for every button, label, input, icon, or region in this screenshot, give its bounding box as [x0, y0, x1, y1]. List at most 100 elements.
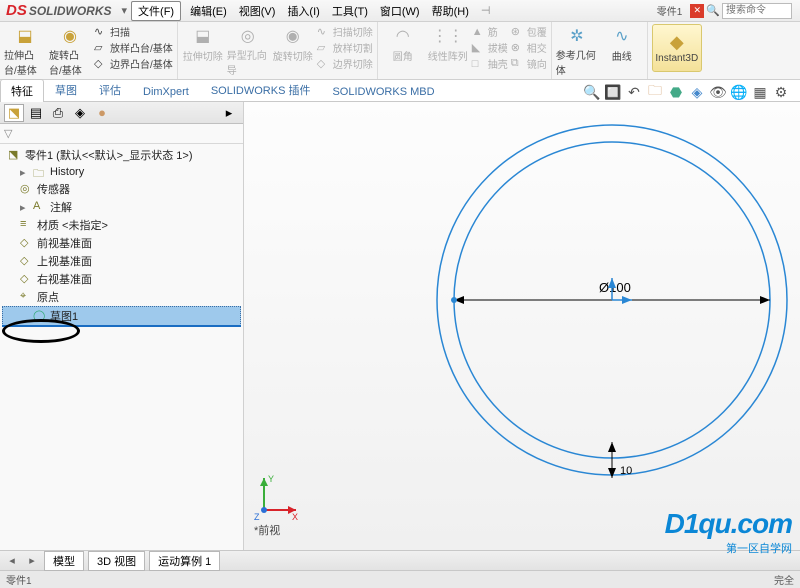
plane-icon: ◇: [20, 236, 34, 250]
sweep-loft-group: ∿扫描 ▱放样凸台/基体 ◇边界凸台/基体: [94, 24, 173, 77]
loft-icon: ▱: [94, 41, 108, 55]
tab-scroll-right-icon[interactable]: ▸: [24, 554, 40, 567]
hole-wizard-button: ◎ 异型孔向导: [227, 24, 269, 77]
instant3d-button[interactable]: ◆ Instant3D: [652, 24, 702, 72]
menu-file[interactable]: 文件(F): [131, 1, 181, 21]
logo-text: SOLIDWORKS: [29, 4, 112, 18]
boundary-button[interactable]: ◇边界凸台/基体: [94, 56, 173, 71]
expand-icon[interactable]: ▸: [20, 166, 30, 179]
sweep-icon: ∿: [94, 25, 108, 39]
cut-extrude-icon: ⬓: [191, 24, 215, 48]
prev-view-icon[interactable]: ↶: [625, 83, 643, 101]
sweep-cut-button: ∿扫描切除: [317, 24, 373, 39]
config-tab-icon[interactable]: ⎙: [48, 104, 68, 122]
loft-button[interactable]: ▱放样凸台/基体: [94, 40, 173, 55]
zoom-fit-icon[interactable]: 🔍: [583, 83, 601, 101]
loft-cut-button: ▱放样切割: [317, 40, 373, 55]
pattern-button: ⋮⋮线性阵列: [427, 24, 469, 77]
svg-text:Y: Y: [268, 474, 274, 484]
hide-show-icon[interactable]: 👁: [709, 83, 727, 101]
view-triad: Y X Z: [254, 470, 304, 520]
tree-origin[interactable]: ⌖原点: [2, 288, 241, 306]
tab-sketch[interactable]: 草图: [44, 78, 88, 101]
scene-icon[interactable]: ▦: [751, 83, 769, 101]
settings-icon[interactable]: ⚙: [772, 83, 790, 101]
tab-mbd[interactable]: SOLIDWORKS MBD: [321, 82, 445, 101]
appearance-icon[interactable]: 🌐: [730, 83, 748, 101]
extrude-boss-button[interactable]: ⬓ 拉伸凸台/基体: [4, 24, 46, 77]
display-tab-icon[interactable]: ●: [92, 104, 112, 122]
tab-features[interactable]: 特征: [0, 79, 44, 102]
extrude-icon: ⬓: [13, 24, 37, 47]
main-menu: 文件(F) 编辑(E) 视图(V) 插入(I) 工具(T) 窗口(W) 帮助(H…: [131, 1, 496, 21]
display-style-icon[interactable]: ⬣: [667, 83, 685, 101]
plane-icon: ◇: [20, 272, 34, 286]
section-icon[interactable]: 🗀: [646, 83, 664, 101]
tab-3dview[interactable]: 3D 视图: [88, 551, 145, 571]
dropdown-icon[interactable]: ▾: [118, 4, 132, 17]
curves-button[interactable]: ∿曲线: [601, 24, 643, 77]
tree-filter[interactable]: ▽: [0, 124, 243, 144]
ribbon: ⬓ 拉伸凸台/基体 ◉ 旋转凸台/基体 ∿扫描 ▱放样凸台/基体 ◇边界凸台/基…: [0, 22, 800, 80]
cut-revolve-icon: ◉: [281, 24, 305, 48]
fm-tab-icon[interactable]: ⬔: [4, 104, 24, 122]
tree-top-plane[interactable]: ◇上视基准面: [2, 252, 241, 270]
tab-evaluate[interactable]: 评估: [88, 78, 132, 101]
instant3d-icon: ◆: [670, 32, 684, 53]
tree-front-plane[interactable]: ◇前视基准面: [2, 234, 241, 252]
main-area: ⬔ ▤ ⎙ ◈ ● ▸ ▽ ⬔ 零件1 (默认<<默认>_显示状态 1>) ▸🗀…: [0, 102, 800, 550]
tree-sensors[interactable]: ◎传感器: [2, 180, 241, 198]
sketch-canvas: Ø100 10: [244, 102, 800, 550]
tab-dimxpert[interactable]: DimXpert: [132, 82, 200, 101]
rollback-bar[interactable]: [2, 325, 241, 327]
zoom-area-icon[interactable]: 🔲: [604, 83, 622, 101]
expand-icon[interactable]: ▸: [20, 201, 30, 214]
menu-pin-icon[interactable]: ⊣: [475, 2, 497, 19]
menu-edit[interactable]: 编辑(E): [184, 1, 233, 21]
view-label: *前视: [254, 522, 280, 538]
refgeo-icon: ✲: [565, 24, 589, 47]
cut-revolve-button: ◉ 旋转切除: [272, 24, 314, 77]
tab-model[interactable]: 模型: [44, 551, 84, 571]
tree-root[interactable]: ⬔ 零件1 (默认<<默认>_显示状态 1>): [2, 146, 241, 164]
dimension-10: 10: [620, 465, 632, 477]
panel-arrow-icon[interactable]: ▸: [219, 104, 239, 122]
logo-ds-icon: DS: [6, 2, 27, 19]
menu-help[interactable]: 帮助(H): [426, 1, 475, 21]
dim-tab-icon[interactable]: ◈: [70, 104, 90, 122]
tree-sketch1[interactable]: ◯草图1: [2, 306, 241, 326]
tree-history[interactable]: ▸🗀History: [2, 164, 241, 180]
search-input[interactable]: [722, 3, 792, 19]
tab-motion[interactable]: 运动算例 1: [149, 551, 220, 571]
menu-view[interactable]: 视图(V): [233, 1, 282, 21]
search-icon[interactable]: 🔍: [706, 4, 720, 17]
status-bar: 零件1 完全: [0, 570, 800, 588]
view-orient-icon[interactable]: ◈: [688, 83, 706, 101]
sweep-button[interactable]: ∿扫描: [94, 24, 173, 39]
watermark-url: D1qu.com: [665, 508, 792, 540]
menu-tools[interactable]: 工具(T): [326, 1, 374, 21]
feature-tree: ⬔ 零件1 (默认<<默认>_显示状态 1>) ▸🗀History ◎传感器 ▸…: [0, 144, 243, 550]
graphics-viewport[interactable]: Ø100 10 Y X Z *前视: [244, 102, 800, 550]
sketch-icon: ◯: [33, 309, 47, 323]
revolve-boss-button[interactable]: ◉ 旋转凸台/基体: [49, 24, 91, 77]
cut-stack: ∿扫描切除 ▱放样切割 ◇边界切除: [317, 24, 373, 77]
feature-manager: ⬔ ▤ ⎙ ◈ ● ▸ ▽ ⬔ 零件1 (默认<<默认>_显示状态 1>) ▸🗀…: [0, 102, 244, 550]
ref-geometry-button[interactable]: ✲参考几何体: [556, 24, 598, 77]
feat-stack2: ⊛包覆 ⊗相交 ⧉镜向: [511, 24, 547, 77]
tree-annotations[interactable]: ▸A注解: [2, 198, 241, 216]
app-logo: DS SOLIDWORKS: [0, 2, 118, 19]
status-state: 完全: [774, 572, 794, 587]
menu-insert[interactable]: 插入(I): [281, 1, 325, 21]
tree-material[interactable]: ≡材质 <未指定>: [2, 216, 241, 234]
view-toolbar: 🔍 🔲 ↶ 🗀 ⬣ ◈ 👁 🌐 ▦ ⚙: [583, 83, 790, 101]
tab-addins[interactable]: SOLIDWORKS 插件: [200, 78, 322, 101]
menu-window[interactable]: 窗口(W): [374, 1, 426, 21]
close-doc-icon[interactable]: ✕: [690, 4, 704, 18]
part-icon: ⬔: [8, 148, 22, 162]
material-icon: ≡: [20, 218, 34, 232]
watermark-text: 第一区自学网: [665, 540, 792, 556]
tree-right-plane[interactable]: ◇右视基准面: [2, 270, 241, 288]
pm-tab-icon[interactable]: ▤: [26, 104, 46, 122]
tab-scroll-left-icon[interactable]: ◂: [4, 554, 20, 567]
